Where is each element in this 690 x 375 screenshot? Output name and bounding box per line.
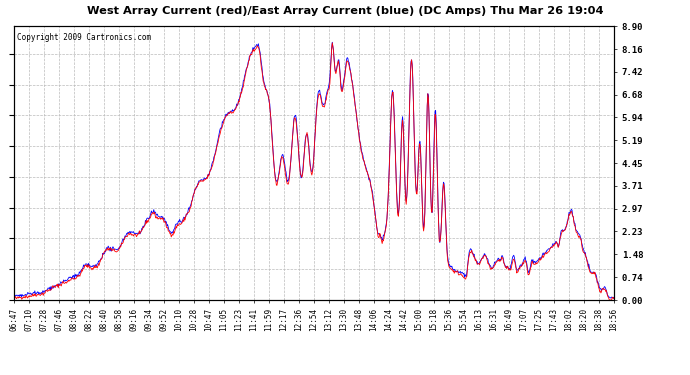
Text: Copyright 2009 Cartronics.com: Copyright 2009 Cartronics.com [17,33,151,42]
Text: West Array Current (red)/East Array Current (blue) (DC Amps) Thu Mar 26 19:04: West Array Current (red)/East Array Curr… [87,6,603,16]
